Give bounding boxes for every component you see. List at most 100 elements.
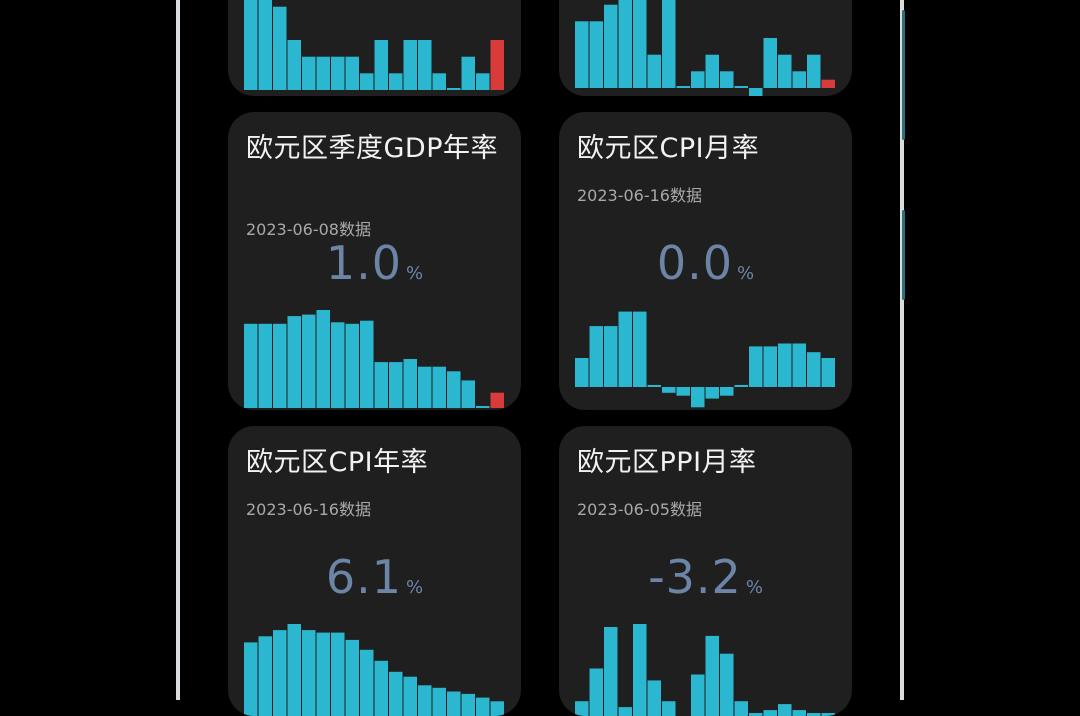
- bar: [404, 40, 418, 90]
- bar: [346, 324, 360, 408]
- volume-button: [902, 10, 905, 140]
- bar: [706, 636, 720, 716]
- bar: [619, 312, 633, 387]
- bar: [720, 654, 734, 716]
- bar: [749, 88, 763, 96]
- bar: [590, 326, 604, 387]
- bar: [633, 312, 647, 387]
- bar: [273, 324, 287, 408]
- bar-chart: [559, 112, 852, 410]
- bar: [317, 633, 331, 716]
- bar: [778, 704, 792, 716]
- bar-chart: [228, 426, 521, 716]
- bar: [677, 86, 691, 88]
- bar: [447, 692, 461, 716]
- bar: [462, 380, 476, 408]
- bar: [375, 362, 389, 408]
- bar: [462, 57, 476, 90]
- bar-latest: [491, 393, 505, 408]
- bar: [633, 624, 647, 716]
- bar-chart: [228, 112, 521, 410]
- bar: [302, 315, 316, 408]
- bar: [244, 642, 258, 716]
- bar: [764, 38, 778, 88]
- bar: [648, 680, 662, 716]
- bar: [575, 701, 589, 716]
- bar: [691, 71, 705, 88]
- bar: [418, 367, 432, 408]
- bar: [273, 7, 287, 90]
- bar: [447, 88, 461, 90]
- bar: [575, 21, 589, 88]
- bar: [648, 385, 662, 387]
- bar: [433, 73, 447, 90]
- bar: [404, 359, 418, 408]
- bar: [360, 321, 374, 408]
- bar: [648, 55, 662, 88]
- bar: [764, 346, 778, 387]
- bar: [604, 5, 618, 88]
- indicator-card-eurozone-cpi-mom[interactable]: 欧元区CPI月率 2023-06-16数据 0.0%: [559, 112, 852, 410]
- bar: [491, 701, 505, 716]
- bar: [302, 630, 316, 716]
- bar: [778, 344, 792, 388]
- bar: [462, 694, 476, 716]
- bar: [476, 698, 490, 716]
- bar: [822, 358, 836, 387]
- bar: [691, 675, 705, 716]
- bar: [662, 0, 676, 88]
- indicator-card-eurozone-cpi-yoy[interactable]: 欧元区CPI年率 2023-06-16数据 6.1%: [228, 426, 521, 716]
- bar: [273, 630, 287, 716]
- bar-chart: [559, 0, 852, 96]
- bar: [735, 385, 749, 387]
- bar: [677, 387, 691, 396]
- bar: [404, 677, 418, 716]
- bar: [575, 358, 589, 387]
- bar: [662, 701, 676, 716]
- bar: [288, 40, 302, 90]
- power-button: [902, 210, 905, 300]
- bar: [288, 316, 302, 408]
- bar: [720, 71, 734, 88]
- bar: [317, 57, 331, 90]
- indicator-card-eurozone-ppi-mom[interactable]: 欧元区PPI月率 2023-06-05数据 -3.2%: [559, 426, 852, 716]
- indicator-card-top-right[interactable]: [559, 0, 852, 96]
- bar: [389, 672, 403, 716]
- bar-chart: [228, 0, 521, 96]
- bar: [447, 371, 461, 408]
- bar: [735, 701, 749, 716]
- bar-latest: [822, 80, 836, 88]
- bar: [793, 710, 807, 716]
- bar: [331, 57, 345, 90]
- bar: [706, 55, 720, 88]
- bar: [793, 71, 807, 88]
- bar: [346, 57, 360, 90]
- bar: [433, 688, 447, 716]
- bar: [317, 310, 331, 408]
- bar: [288, 624, 302, 716]
- bar: [244, 324, 258, 408]
- indicator-card-top-left[interactable]: [228, 0, 521, 96]
- bar: [476, 73, 490, 90]
- bar: [793, 344, 807, 388]
- bar: [619, 0, 633, 88]
- bar: [346, 640, 360, 716]
- bar: [691, 387, 705, 407]
- bar: [590, 669, 604, 716]
- bar: [807, 55, 821, 88]
- bar: [360, 73, 374, 90]
- bar: [331, 322, 345, 408]
- indicator-card-eurozone-gdp-yoy[interactable]: 欧元区季度GDP年率 2023-06-08数据 1.0%: [228, 112, 521, 410]
- bar: [807, 352, 821, 387]
- bar: [735, 86, 749, 88]
- bar: [749, 346, 763, 387]
- bar: [764, 710, 778, 716]
- bar: [302, 57, 316, 90]
- bar: [662, 387, 676, 393]
- bar-latest: [491, 40, 505, 90]
- bar: [633, 0, 647, 88]
- bar: [259, 324, 273, 408]
- bar: [619, 707, 633, 716]
- bar: [375, 661, 389, 716]
- bar: [259, 0, 273, 90]
